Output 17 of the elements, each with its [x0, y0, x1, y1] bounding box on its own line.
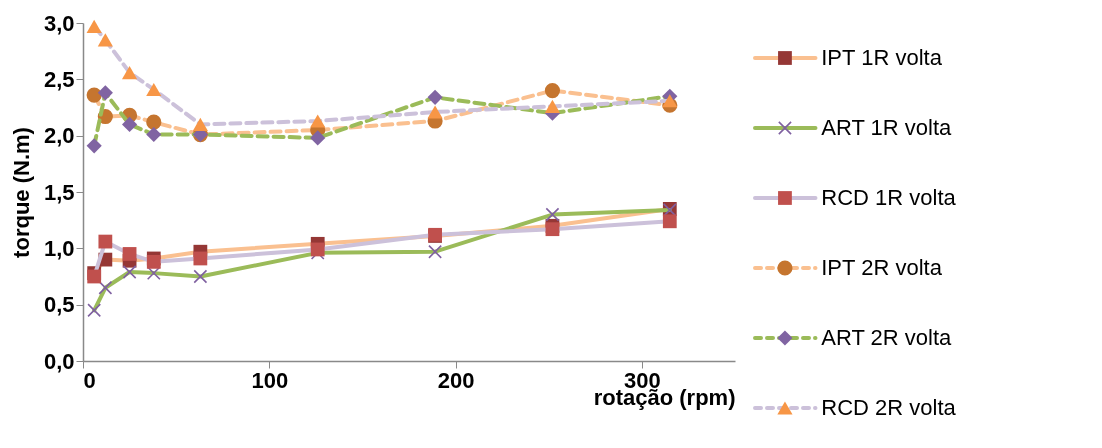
legend-label: RCD 1R volta: [821, 185, 957, 210]
legend-label: ART 2R volta: [821, 325, 953, 350]
y-axis-title: torque (N.m): [8, 127, 34, 258]
y-tick-label: 2,0: [43, 123, 75, 149]
y-tick-label: 2,5: [43, 66, 75, 92]
legend-label: RCD 2R volta: [821, 395, 957, 420]
x-tick-label: 200: [437, 367, 475, 393]
legend-label: ART 1R volta: [821, 115, 953, 140]
y-tick-label: 0,5: [43, 292, 75, 318]
x-tick-label: 0: [83, 367, 96, 393]
y-tick-label: 0,0: [43, 348, 75, 374]
y-tick-label: 1,5: [43, 179, 75, 205]
y-tick-label: 1,0: [43, 235, 75, 261]
y-tick-label: 3,0: [43, 10, 75, 36]
legend-label: IPT 2R volta: [821, 255, 943, 280]
x-tick-label: 100: [251, 367, 289, 393]
legend-label: IPT 1R volta: [821, 45, 943, 70]
